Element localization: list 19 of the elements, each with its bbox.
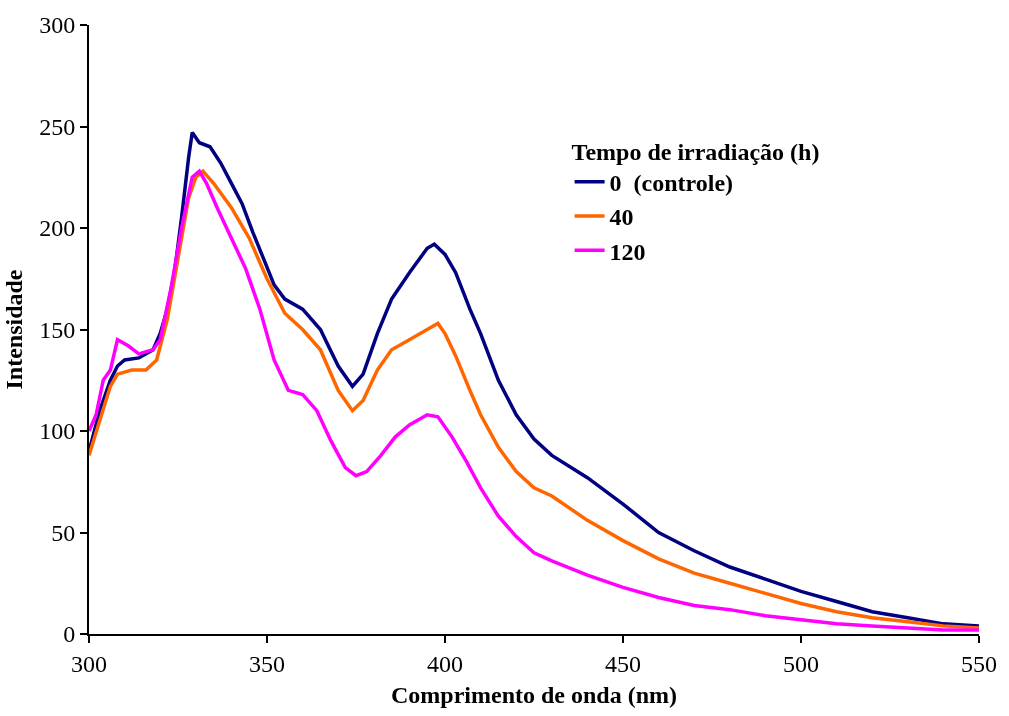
x-tick-label: 300 (71, 650, 107, 677)
y-tick-label: 200 (39, 215, 76, 242)
x-axis-title: Comprimento de onda (nm) (391, 681, 677, 708)
legend-label: 40 (609, 204, 634, 231)
y-tick-label: 0 (63, 621, 76, 648)
y-tick-label: 250 (39, 113, 76, 140)
y-tick-label: 50 (51, 519, 76, 546)
legend-label: 120 (609, 238, 646, 265)
y-tick-label: 150 (39, 316, 76, 343)
y-axis-title: Intensidade (0, 269, 27, 390)
x-tick-label: 550 (961, 650, 997, 677)
x-tick-label: 500 (783, 650, 819, 677)
legend-title: Tempo de irradiação (h) (571, 138, 820, 165)
x-tick-label: 350 (249, 650, 285, 677)
x-tick-label: 400 (427, 650, 463, 677)
y-tick-label: 300 (39, 12, 76, 39)
x-tick-label: 450 (605, 650, 641, 677)
y-tick-label: 100 (39, 418, 76, 445)
legend-label: 0 (controle) (609, 170, 734, 197)
